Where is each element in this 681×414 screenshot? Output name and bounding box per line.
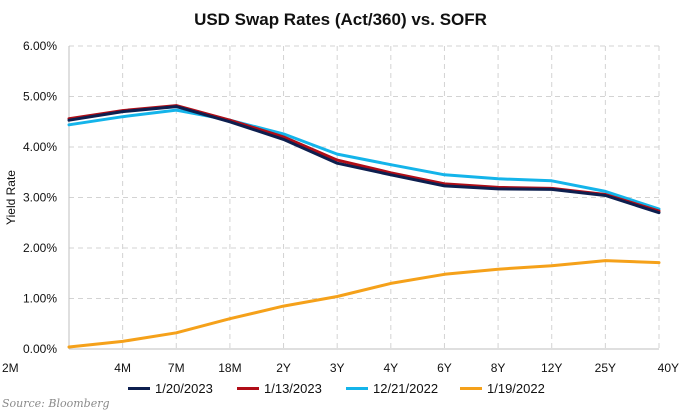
legend-item: 1/13/2023	[237, 381, 322, 396]
y-tick-label: 1.00%	[23, 292, 57, 306]
x-tick-label: 12Y	[541, 361, 562, 375]
x-tick-label: 3Y	[330, 361, 345, 375]
x-tick-label: 4Y	[383, 361, 398, 375]
legend-swatch	[346, 387, 368, 390]
x-tick-label: 18M	[218, 361, 241, 375]
x-tick-label: 40Y	[658, 361, 679, 375]
line-chart: 0.00% 1.00% 2.00% 3.00% 4.00% 5.00% 6.00% 2M 4M 7…	[2, 39, 679, 375]
legend-swatch	[128, 387, 150, 390]
y-tick-label: 3.00%	[23, 191, 57, 205]
y-tick-label: 5.00%	[23, 90, 57, 104]
x-tick-label: 25Y	[595, 361, 616, 375]
legend-item: 1/20/2023	[128, 381, 213, 396]
y-tick-label: 0.00%	[23, 342, 57, 356]
legend: 1/20/2023 1/13/2023 12/21/2022 1/19/2022	[0, 381, 681, 401]
legend-label: 1/20/2023	[155, 381, 213, 396]
legend-swatch	[237, 387, 259, 390]
source-note: Source: Bloomberg	[2, 397, 110, 410]
legend-label: 12/21/2022	[373, 381, 439, 396]
series-line-1-19-2022	[67, 259, 661, 349]
legend-label: 1/13/2023	[264, 381, 322, 396]
x-tick-label: 4M	[114, 361, 131, 375]
chart-title: USD Swap Rates (Act/360) vs. SOFR	[194, 10, 487, 29]
y-axis-label: Yield Rate	[4, 170, 18, 225]
y-tick-label: 4.00%	[23, 140, 57, 154]
y-tick-label: 6.00%	[23, 39, 57, 53]
legend-item: 12/21/2022	[346, 381, 438, 396]
x-tick-label: 8Y	[491, 361, 506, 375]
x-tick-label: 6Y	[437, 361, 452, 375]
series-line-12-21-2022	[67, 108, 661, 211]
x-tick-label: 7M	[168, 361, 185, 375]
legend-label: 1/19/2022	[487, 381, 545, 396]
x-tick-label: 2Y	[276, 361, 291, 375]
series-line-1-20-2023	[67, 105, 661, 215]
x-tick-label: 2M	[2, 361, 19, 375]
y-tick-label: 2.00%	[23, 241, 57, 255]
legend-item: 1/19/2022	[460, 381, 545, 396]
legend-swatch	[460, 387, 482, 390]
